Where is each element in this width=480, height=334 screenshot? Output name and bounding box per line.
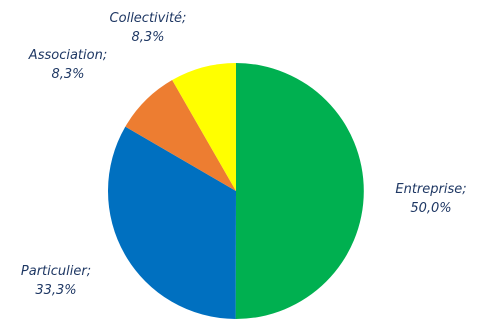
- pie-labels: Entreprise; 50,0% Particulier; 33,3% Associa…: [21, 11, 467, 298]
- pie-slice-association: [125, 80, 236, 191]
- slice-label: Collectivité; 8,3%: [110, 11, 187, 45]
- pie-slice-particulier: [107, 126, 236, 320]
- slice-label-category: Entreprise;: [395, 182, 466, 197]
- slice-label-category: Particulier;: [21, 264, 91, 279]
- slice-label-value: 50,0%: [410, 201, 451, 216]
- slice-label: Association; 8,3%: [28, 48, 107, 82]
- slice-label: Entreprise; 50,0%: [395, 182, 466, 216]
- pie-slice-entreprise: [235, 63, 364, 320]
- pie-slices: [107, 63, 364, 320]
- slice-label-category: Collectivité;: [110, 11, 187, 26]
- pie-slice-collectivite: [172, 63, 236, 191]
- slice-label-category: Association;: [28, 48, 107, 63]
- slice-label-value: 8,3%: [131, 30, 164, 45]
- slice-label-value: 8,3%: [51, 67, 84, 82]
- slice-label-value: 33,3%: [35, 283, 76, 298]
- slice-label: Particulier; 33,3%: [21, 264, 91, 298]
